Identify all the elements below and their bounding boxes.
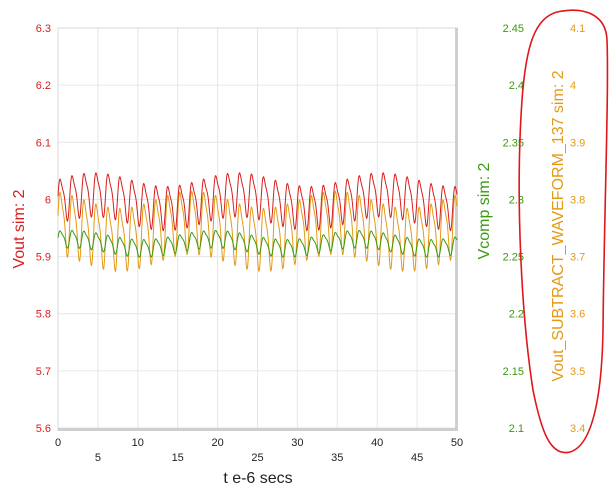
right1-tick-label: 2.2 xyxy=(509,309,524,321)
left-tick-label: 6.2 xyxy=(36,80,51,92)
right1-tick-label: 2.1 xyxy=(509,423,524,435)
right1-axis-label: Vcomp sim: 2 xyxy=(476,162,493,259)
x-minor-tick-label: 45 xyxy=(411,452,423,464)
series-line xyxy=(57,172,458,232)
left-axis-ticks: 6.3 6.2 6.1 6 5.9 5.8 5.7 5.6 xyxy=(36,23,51,435)
left-tick-label: 5.9 xyxy=(36,252,51,264)
x-minor-tick-label: 15 xyxy=(172,452,184,464)
right2-tick-label: 3.6 xyxy=(570,309,585,321)
left-tick-label: 6.1 xyxy=(36,137,51,149)
right1-tick-label: 2.35 xyxy=(503,137,524,149)
right2-tick-label: 3.9 xyxy=(570,137,585,149)
left-tick-label: 6.3 xyxy=(36,23,51,35)
x-minor-tick-label: 35 xyxy=(331,452,343,464)
red-hand-drawn-oval xyxy=(518,9,609,454)
right1-tick-label: 2.3 xyxy=(509,194,524,206)
x-major-tick-label: 50 xyxy=(451,437,463,449)
left-tick-label: 5.8 xyxy=(36,309,51,321)
right1-tick-label: 2.45 xyxy=(503,23,524,35)
plot-border-right xyxy=(455,28,458,430)
left-tick-label: 5.6 xyxy=(36,423,51,435)
right2-tick-label: 3.5 xyxy=(570,366,585,378)
right1-tick-label: 2.4 xyxy=(509,80,524,92)
left-axis-label: Vout sim: 2 xyxy=(11,189,28,268)
right2-axis-ticks: 4.1 4 3.9 3.8 3.7 3.6 3.5 3.4 xyxy=(570,23,585,435)
series-layer xyxy=(57,172,458,273)
right2-tick-label: 3.8 xyxy=(570,194,585,206)
right1-tick-label: 2.15 xyxy=(503,366,524,378)
left-tick-label: 6 xyxy=(45,194,51,206)
x-minor-tick-label: 5 xyxy=(95,452,101,464)
x-axis-ticks: 0 10 20 30 40 50 5 15 25 35 45 xyxy=(55,437,463,464)
right1-axis-ticks: 2.45 2.4 2.35 2.3 2.25 2.2 2.15 2.1 xyxy=(503,23,524,435)
x-minor-tick-label: 25 xyxy=(251,452,263,464)
right1-tick-label: 2.25 xyxy=(503,252,524,264)
x-major-tick-label: 20 xyxy=(211,437,223,449)
x-axis-label: t e-6 secs xyxy=(223,470,292,487)
right2-tick-label: 4.1 xyxy=(570,23,585,35)
plot-border-bottom xyxy=(58,428,458,431)
right2-tick-label: 3.7 xyxy=(570,252,585,264)
right2-axis-label: Vout_SUBTRACT_WAVEFORM_137 sim: 2 xyxy=(550,70,567,381)
x-major-tick-label: 40 xyxy=(371,437,383,449)
series-line xyxy=(57,190,458,273)
x-major-tick-label: 0 xyxy=(55,437,61,449)
right2-tick-label: 3.4 xyxy=(570,423,585,435)
left-tick-label: 5.7 xyxy=(36,366,51,378)
right2-tick-label: 4 xyxy=(570,80,576,92)
x-major-tick-label: 30 xyxy=(291,437,303,449)
x-major-tick-label: 10 xyxy=(132,437,144,449)
series-line xyxy=(57,229,458,258)
